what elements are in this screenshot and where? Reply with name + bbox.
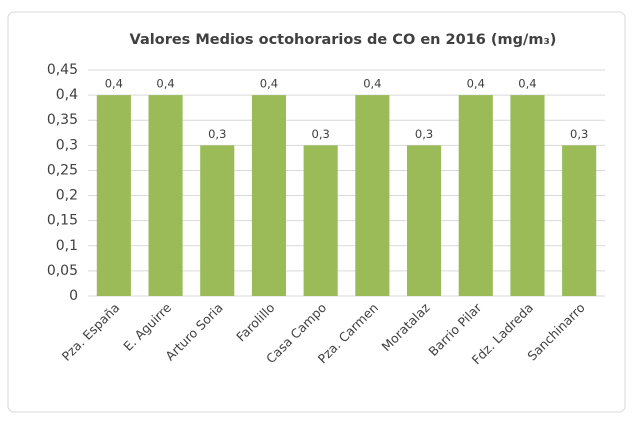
bar	[562, 145, 597, 296]
y-tick-label: 0,2	[56, 188, 78, 204]
value-label: 0,4	[363, 77, 381, 91]
bar	[148, 95, 183, 296]
value-label: 0,3	[312, 127, 330, 141]
y-tick-label: 0,05	[47, 263, 78, 279]
y-tick-label: 0,25	[47, 162, 78, 178]
chart-title: Valores Medios octohorarios de CO en 201…	[130, 32, 557, 48]
y-tick-label: 0,1	[56, 238, 78, 254]
bar	[303, 145, 338, 296]
value-label: 0,3	[570, 127, 588, 141]
bar	[406, 145, 442, 296]
value-label: 0,4	[105, 77, 123, 91]
bar	[510, 95, 545, 296]
value-label: 0,3	[415, 127, 433, 141]
y-tick-label: 0,45	[47, 62, 78, 78]
y-tick-label: 0,4	[56, 87, 78, 103]
value-label: 0,4	[518, 77, 536, 91]
bar	[355, 95, 390, 296]
y-tick-label: 0,15	[47, 213, 78, 229]
y-tick-label: 0,35	[47, 112, 78, 128]
value-label: 0,3	[208, 127, 226, 141]
y-tick-label: 0	[69, 288, 78, 304]
bar	[96, 95, 131, 296]
y-tick-label: 0,3	[56, 137, 78, 153]
value-label: 0,4	[260, 77, 278, 91]
bar	[200, 145, 235, 296]
value-label: 0,4	[156, 77, 174, 91]
bar	[251, 95, 287, 296]
value-label: 0,4	[467, 77, 485, 91]
bar	[458, 95, 493, 296]
